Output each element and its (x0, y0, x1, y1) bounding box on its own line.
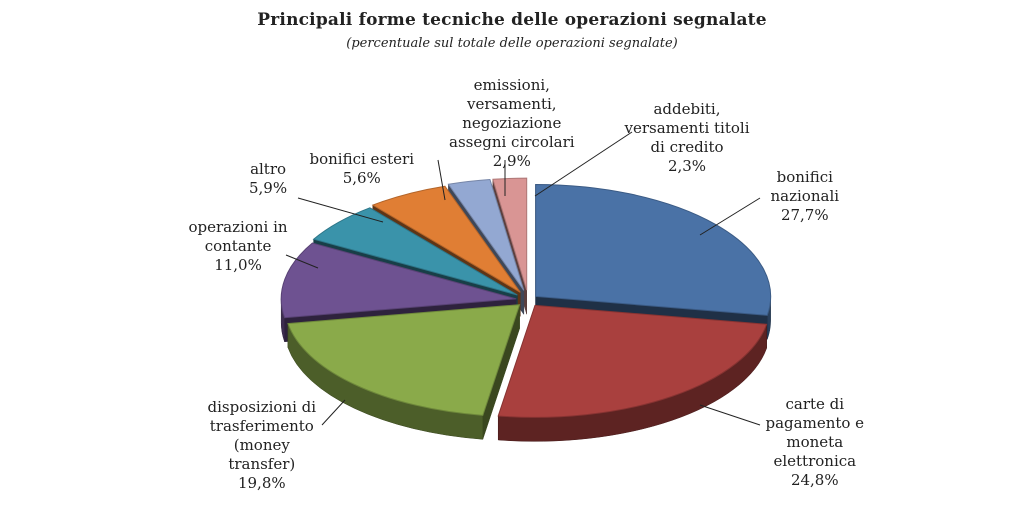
chart-title: Principali forme tecniche delle operazio… (257, 10, 767, 30)
slice-label-line: trasferimento (209, 417, 314, 435)
slice-label-line: negoziazione (462, 114, 562, 132)
slice-value-label: 5,9% (249, 179, 288, 197)
slice-label-line: (money (233, 436, 290, 454)
pie-slice-addebiti (492, 177, 528, 291)
slice-label: altro 5,9% (249, 160, 287, 198)
slice-label: bonifici esteri 5,6% (310, 150, 415, 188)
slice-label-line: contante (204, 237, 272, 255)
slice-value-label: 2,9% (492, 152, 531, 170)
slice-label-line: carte di (785, 395, 845, 413)
pie-slice-bonifici (371, 185, 521, 293)
slice-label: disposizioni di trasferimento (money transf… (208, 398, 317, 493)
slice-value-label: 19,8% (237, 474, 286, 492)
pie-slice-emissioni (447, 179, 525, 291)
slice-value-label: 5,6% (342, 169, 381, 187)
slice-label-line: addebiti, (653, 100, 721, 118)
slice-value-label: 24,8% (790, 471, 839, 489)
slice-value-label: 11,0% (214, 256, 262, 274)
slice-label-line: transfer) (228, 455, 296, 473)
slice-label-line: bonifici esteri (309, 150, 415, 168)
slice-label-line: bonifici (776, 168, 833, 186)
chart-subtitle: (percentuale sul totale delle operazioni… (346, 36, 678, 51)
slice-label-line: moneta (786, 433, 844, 451)
slice-label-line: altro (250, 160, 287, 178)
slice-label-line: operazioni in (188, 218, 288, 236)
pie-slice-disposizioni (287, 304, 521, 416)
leader-line (534, 131, 633, 197)
slice-label-line: disposizioni di (207, 398, 317, 416)
slice-label: emissioni, versamenti, negoziazione assegni… (449, 76, 575, 171)
pie-slice-bonifici (535, 183, 772, 316)
pie-slice-altro (312, 207, 518, 296)
leader-line (285, 254, 319, 269)
slice-label-line: versamenti, (467, 95, 557, 113)
slice-label: bonifici nazionali 27,7% (771, 168, 840, 225)
slice-label-line: nazionali (770, 187, 840, 205)
slice-label-line: assegni circolari (449, 133, 575, 151)
slice-value-label: 2,3% (667, 157, 707, 175)
slice-label-line: versamenti titoli (624, 119, 750, 137)
leader-line (699, 197, 761, 236)
pie-slice-carte (497, 304, 768, 418)
slice-label: carte di pagamento e moneta elettronica 24,8… (766, 395, 865, 490)
slice-label: operazioni in contante 11,0% (189, 218, 288, 275)
slice-value-label: 27,7% (780, 206, 829, 224)
leader-line (699, 404, 761, 426)
slice-label: addebiti, versamenti titoli di credito 2,3% (625, 100, 750, 176)
slice-label-line: emissioni, (473, 76, 550, 94)
leader-line (437, 159, 446, 201)
leader-line (321, 399, 346, 426)
leader-line (297, 197, 384, 223)
slice-label-line: pagamento e (765, 414, 865, 432)
slice-label-line: di credito (650, 138, 724, 156)
slice-label-line: elettronica (773, 452, 857, 470)
pie-slice-operazioni (280, 242, 517, 319)
